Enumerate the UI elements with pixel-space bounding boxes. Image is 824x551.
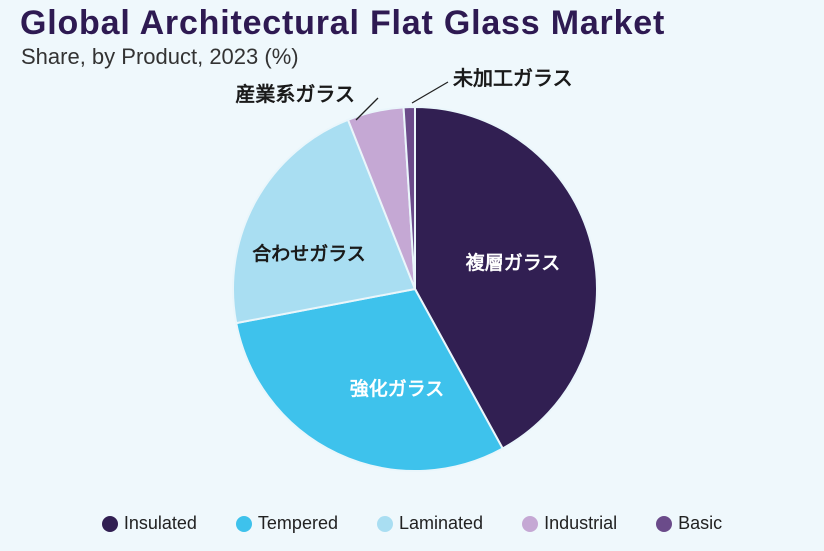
svg-text:強化ガラス: 強化ガラス — [350, 377, 445, 400]
svg-text:未加工ガラス: 未加工ガラス — [453, 67, 573, 90]
svg-text:合わせガラス: 合わせガラス — [252, 242, 366, 265]
svg-text:産業系ガラス: 産業系ガラス — [235, 82, 355, 106]
svg-text:複層ガラス: 複層ガラス — [465, 251, 561, 274]
